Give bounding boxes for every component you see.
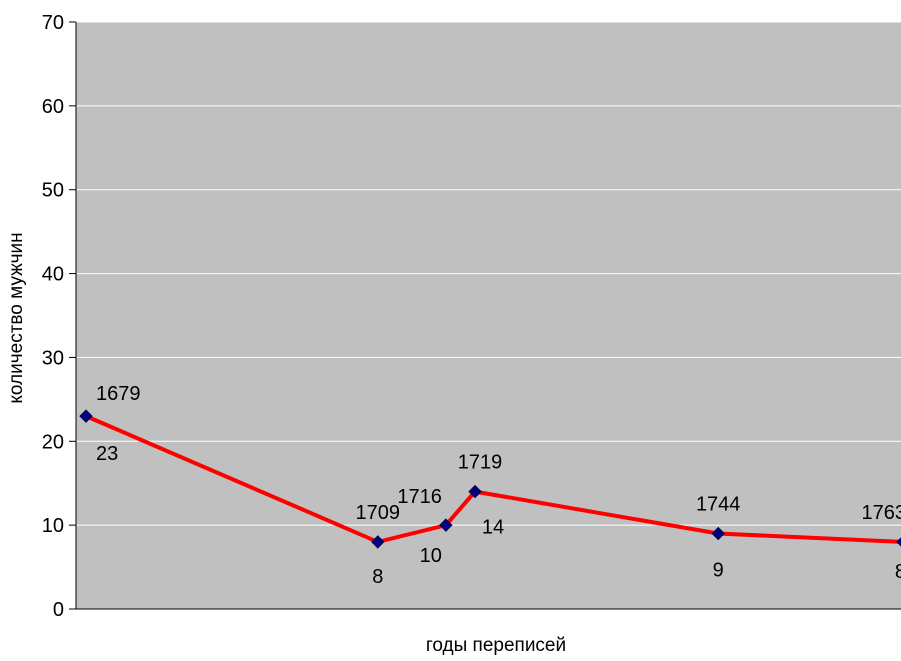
x-axis-title: годы переписей [426,635,566,656]
y-tick-label: 30 [42,347,64,369]
y-tick-label: 0 [53,599,64,621]
series-line [85,414,901,544]
y-tick-label: 50 [42,180,64,202]
value-label: 10 [420,545,442,567]
year-label: 1679 [96,383,141,405]
y-axis-title: количество мужчин [6,232,27,403]
data-point [896,537,901,547]
y-tick-label: 10 [42,515,64,537]
y-tick-label: 70 [42,12,64,34]
value-label: 23 [96,443,118,465]
data-point [711,526,725,541]
value-label: 14 [482,517,504,539]
y-tick-label: 40 [42,264,64,286]
year-label: 1744 [696,494,741,516]
y-tick-label: 20 [42,431,64,453]
value-label: 8 [895,561,901,583]
series: 1679 23 1709 8 1716 10 1719 14 1744 9 1763 8 [79,383,901,588]
value-label: 8 [372,566,383,588]
year-label: 1709 [356,502,401,524]
data-point [439,518,453,532]
year-label: 1719 [458,452,503,474]
data-point [371,535,385,549]
axes [69,21,901,610]
y-tick-label: 60 [42,96,64,118]
year-label: 1763 [862,502,901,524]
y-tick-labels: 0 10 20 30 40 50 60 70 [42,12,64,621]
gridlines [76,21,901,526]
plot-area [76,22,901,609]
value-label: 9 [713,560,724,582]
data-point [79,409,93,423]
year-label: 1716 [397,486,442,508]
data-point [468,484,482,499]
